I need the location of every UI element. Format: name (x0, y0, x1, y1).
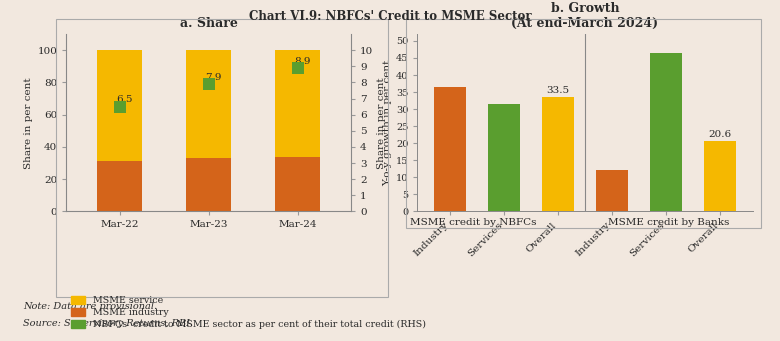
Y-axis label: Y-o-y growth in per cent: Y-o-y growth in per cent (383, 60, 392, 186)
Text: MSME credit by NBFCs: MSME credit by NBFCs (410, 218, 537, 227)
Text: 8.9: 8.9 (294, 57, 310, 65)
Bar (488, 104, 520, 211)
Bar (275, 50, 320, 157)
Bar (650, 53, 682, 211)
Text: 6.5: 6.5 (116, 95, 133, 104)
Bar (98, 50, 142, 161)
Text: Source: Supervisory Returns, RBI.: Source: Supervisory Returns, RBI. (23, 319, 193, 328)
Bar (434, 87, 466, 211)
Text: 33.5: 33.5 (546, 87, 569, 95)
Text: 7.9: 7.9 (205, 73, 222, 81)
Text: MSME credit by Banks: MSME credit by Banks (608, 218, 729, 227)
Title: b. Growth
(At end-March 2024): b. Growth (At end-March 2024) (512, 2, 658, 30)
Bar (186, 50, 231, 158)
Bar (542, 97, 574, 211)
Bar (275, 157, 320, 211)
Point (113, 104, 126, 109)
Text: Chart VI.9: NBFCs' Credit to MSME Sector: Chart VI.9: NBFCs' Credit to MSME Sector (249, 10, 531, 23)
Bar (98, 161, 142, 211)
Text: 20.6: 20.6 (709, 131, 732, 139)
Text: Note: Data are provisional.: Note: Data are provisional. (23, 302, 158, 311)
Bar (704, 141, 736, 211)
Title: a. Share: a. Share (179, 17, 238, 30)
Point (203, 81, 215, 87)
Legend: MSME service, MSME industry, NBFCs' credit to MSME sector as per cent of their t: MSME service, MSME industry, NBFCs' cred… (71, 296, 426, 329)
Y-axis label: Share in per cent: Share in per cent (378, 77, 386, 168)
Y-axis label: Share in per cent: Share in per cent (24, 77, 34, 168)
Bar (596, 170, 628, 211)
Point (292, 65, 304, 71)
Bar (186, 158, 231, 211)
